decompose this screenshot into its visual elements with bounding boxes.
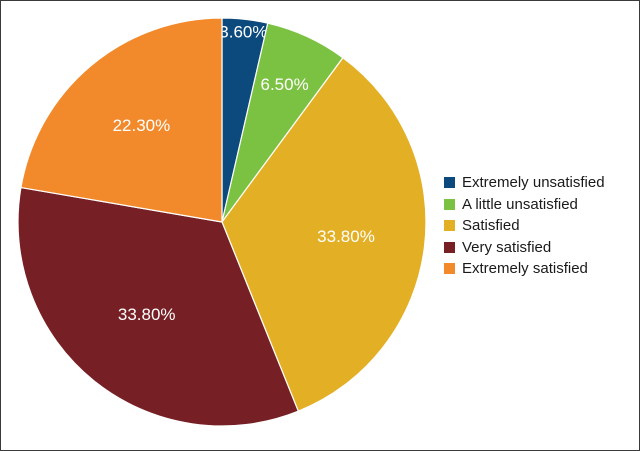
pie-slice-extremely-satisfied bbox=[20, 17, 223, 223]
slice-value-label-a-little-unsatisfied: 6.50% bbox=[260, 75, 308, 94]
legend-swatch bbox=[444, 241, 455, 253]
legend-label: Very satisfied bbox=[462, 238, 552, 256]
pie-slice-very-satisfied bbox=[17, 186, 300, 427]
slice-value-label-very-satisfied: 33.80% bbox=[118, 305, 176, 324]
legend: Extremely unsatisfied A little unsatisfi… bbox=[444, 172, 605, 280]
legend-label: Satisfied bbox=[462, 217, 520, 235]
legend-label: Extremely satisfied bbox=[462, 260, 588, 278]
legend-swatch bbox=[444, 198, 455, 210]
slice-value-label-extremely-satisfied: 22.30% bbox=[113, 116, 171, 135]
pie-slice-satisfied bbox=[221, 56, 427, 412]
legend-item-extremely-satisfied: Extremely satisfied bbox=[444, 258, 605, 280]
legend-swatch bbox=[444, 263, 455, 275]
legend-label: A little unsatisfied bbox=[462, 195, 578, 213]
legend-item-a-little-unsatisfied: A little unsatisfied bbox=[444, 194, 605, 216]
legend-label: Extremely unsatisfied bbox=[462, 174, 605, 192]
slice-value-label-extremely-unsatisfied: 3.60% bbox=[219, 23, 267, 42]
legend-item-satisfied: Satisfied bbox=[444, 215, 605, 237]
legend-item-very-satisfied: Very satisfied bbox=[444, 237, 605, 259]
legend-swatch bbox=[444, 220, 455, 232]
slice-value-label-satisfied: 33.80% bbox=[317, 227, 375, 246]
legend-swatch bbox=[444, 177, 455, 189]
legend-item-extremely-unsatisfied: Extremely unsatisfied bbox=[444, 172, 605, 194]
